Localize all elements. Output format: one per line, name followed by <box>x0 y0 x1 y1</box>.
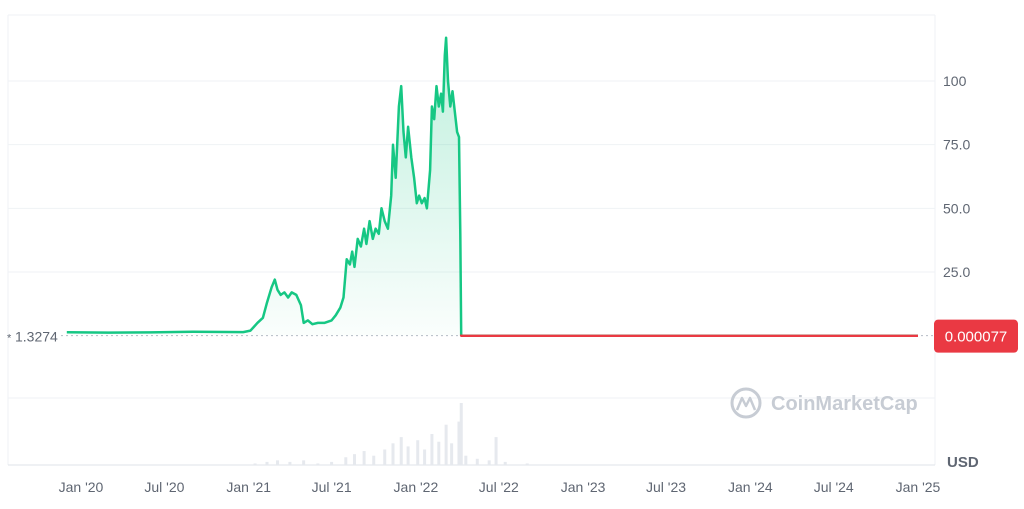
volume-bar <box>430 434 434 465</box>
coinmarketcap-logo-icon <box>730 387 762 419</box>
volume-bar <box>316 463 320 465</box>
x-tick-label: Jan '24 <box>728 479 773 495</box>
x-tick-label: Jul '22 <box>479 479 519 495</box>
volume-bar <box>464 455 468 465</box>
price-line-down <box>459 334 918 337</box>
x-tick-label: Jan '21 <box>226 479 271 495</box>
x-tick-label: Jul '23 <box>646 479 686 495</box>
volume-bar <box>302 460 306 465</box>
volume-bar <box>288 461 292 465</box>
current-price-label: 0.000077 <box>945 329 1008 346</box>
x-tick-label: Jan '22 <box>394 479 439 495</box>
x-tick-label: Jan '20 <box>59 479 104 495</box>
volume-bar <box>459 403 463 465</box>
volume-bar <box>416 440 420 465</box>
volume-bar <box>276 460 280 465</box>
volume-bar <box>475 458 479 465</box>
y-tick-label: 75.0 <box>943 137 970 153</box>
volume-bar <box>444 424 448 465</box>
volume-bar <box>362 451 366 465</box>
watermark-text: CoinMarketCap <box>771 393 918 415</box>
volume-bar <box>253 463 257 465</box>
y-tick-label: 25.0 <box>943 264 970 280</box>
watermark: CoinMarketCap <box>730 387 918 419</box>
volume-bar <box>525 463 529 465</box>
volume-bar <box>265 461 269 465</box>
volume-bar <box>503 461 507 465</box>
volume-bar <box>406 446 410 465</box>
volume-bar <box>391 443 395 465</box>
current-price-badge: 0.000077 <box>934 319 1018 353</box>
volume-bar <box>383 449 387 465</box>
y-tick-label: 100 <box>943 73 967 89</box>
x-tick-label: Jan '25 <box>896 479 941 495</box>
y-tick-label: 50.0 <box>943 200 970 216</box>
axes: 25.0 50.0 75.0 100 Jan '20 Jul '20 Jan '21 Jul … <box>59 73 971 495</box>
x-tick-label: Jul '20 <box>144 479 184 495</box>
volume-bar <box>353 454 357 465</box>
price-area-fill <box>66 37 462 336</box>
volume-bar <box>330 461 334 465</box>
volume-bar <box>437 441 441 465</box>
reference-dot: * <box>7 333 12 345</box>
x-tick-label: Jul '21 <box>312 479 352 495</box>
volume-bar <box>487 460 491 465</box>
volume-bar <box>344 457 348 465</box>
unit-label: USD <box>947 454 979 471</box>
volume-bar <box>457 421 461 465</box>
x-tick-label: Jul '24 <box>814 479 854 495</box>
volume-bar <box>399 437 403 465</box>
x-tick-label: Jan '23 <box>561 479 606 495</box>
price-line-up <box>66 36 918 336</box>
reference-value-label: 1.3274 <box>15 329 58 345</box>
volume-bars <box>253 403 529 465</box>
volume-bar <box>494 437 498 465</box>
volume-bar <box>372 455 376 465</box>
grid-lines <box>8 80 935 337</box>
volume-bar <box>450 443 454 465</box>
volume-bar <box>423 449 427 465</box>
plot-frame <box>7 14 936 466</box>
reference-value-marker: * 1.3274 <box>7 329 58 345</box>
price-series <box>66 36 918 337</box>
